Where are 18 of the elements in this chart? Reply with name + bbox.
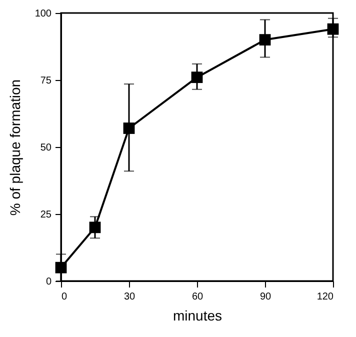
x-tick-label: 120 bbox=[316, 292, 334, 302]
point bbox=[327, 23, 339, 35]
x-tick-label: 90 bbox=[260, 292, 272, 302]
point bbox=[191, 72, 203, 84]
y-tick-label: 75 bbox=[40, 76, 52, 86]
y-tick-label: 100 bbox=[34, 8, 52, 20]
point bbox=[55, 262, 67, 274]
x-tick-label: 30 bbox=[124, 292, 136, 302]
y-tick-label: 0 bbox=[46, 276, 52, 288]
point bbox=[123, 122, 135, 134]
point bbox=[259, 34, 271, 46]
x-tick-label: 60 bbox=[192, 292, 204, 302]
y-tick-label: 50 bbox=[40, 142, 52, 154]
y-tick-label: 25 bbox=[40, 210, 52, 220]
y-axis-title: % of plaque formation bbox=[6, 79, 23, 216]
x-axis-title: minutes bbox=[172, 308, 222, 324]
point bbox=[89, 222, 101, 234]
x-tick-label: 0 bbox=[62, 292, 68, 302]
